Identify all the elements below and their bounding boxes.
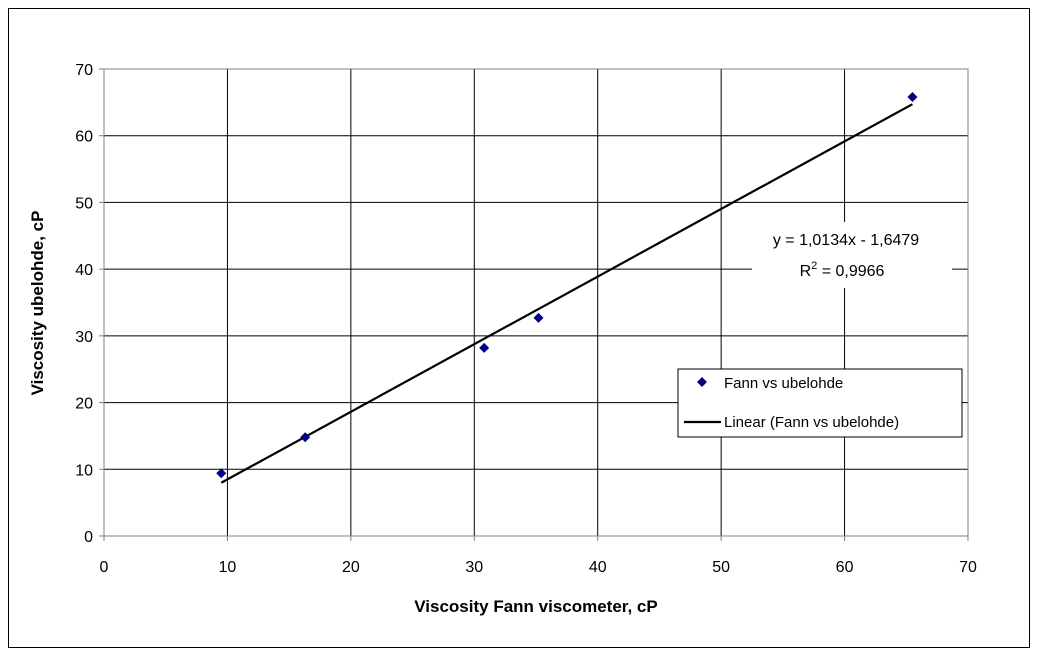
- x-tick-label: 60: [836, 559, 854, 576]
- equation-box: [752, 222, 952, 288]
- y-tick-label: 60: [75, 129, 93, 146]
- trendline-linear: [220, 103, 913, 484]
- data-point: [216, 468, 227, 479]
- data-point: [907, 92, 918, 103]
- data-point: [533, 312, 544, 323]
- y-tick-label: 0: [84, 529, 93, 546]
- y-tick-label: 10: [75, 462, 93, 479]
- legend-marker-diamond: [697, 377, 707, 387]
- x-tick-label: 30: [465, 559, 483, 576]
- y-tick-label: 20: [75, 396, 93, 413]
- r-squared-superscript: 2: [811, 260, 817, 272]
- legend-label-trendline: Linear (Fann vs ubelohde): [724, 414, 899, 431]
- data-points: [216, 92, 918, 479]
- y-axis-title: Viscosity ubelohde, cP: [28, 211, 47, 396]
- y-tick-label: 50: [75, 195, 93, 212]
- x-axis-title: Viscosity Fann viscometer, cP: [414, 597, 657, 616]
- x-tick-label: 10: [219, 559, 237, 576]
- legend: Fann vs ubelohde Linear (Fann vs ubelohd…: [677, 368, 963, 438]
- y-tick-label: 30: [75, 329, 93, 346]
- r-squared-label: R2 = 0,9966: [800, 260, 885, 280]
- x-tick-label: 70: [959, 559, 977, 576]
- plot-area: [103, 68, 969, 537]
- grid-lines: [104, 69, 968, 536]
- y-axis-ticks: 0 10 20 30 40 50 60 70: [75, 62, 104, 546]
- x-axis-ticks: 0 10 20 30 40 50 60 70: [100, 536, 977, 576]
- scatter-chart: 0 10 20 30 40 50 60 70 0 10 20 30 40 50 60 70 y = 1,01…: [28, 62, 977, 616]
- x-tick-label: 0: [100, 559, 109, 576]
- y-tick-label: 40: [75, 262, 93, 279]
- x-tick-label: 50: [712, 559, 730, 576]
- x-tick-label: 20: [342, 559, 360, 576]
- legend-label-series: Fann vs ubelohde: [724, 375, 843, 392]
- trendline-equation: y = 1,0134x - 1,6479: [773, 232, 919, 249]
- y-tick-label: 70: [75, 62, 93, 79]
- r-squared-value: = 0,9966: [817, 263, 884, 280]
- data-point: [479, 342, 490, 353]
- legend-box: [677, 368, 963, 438]
- x-tick-label: 40: [589, 559, 607, 576]
- data-point: [300, 432, 311, 443]
- r-squared-prefix: R: [800, 263, 812, 280]
